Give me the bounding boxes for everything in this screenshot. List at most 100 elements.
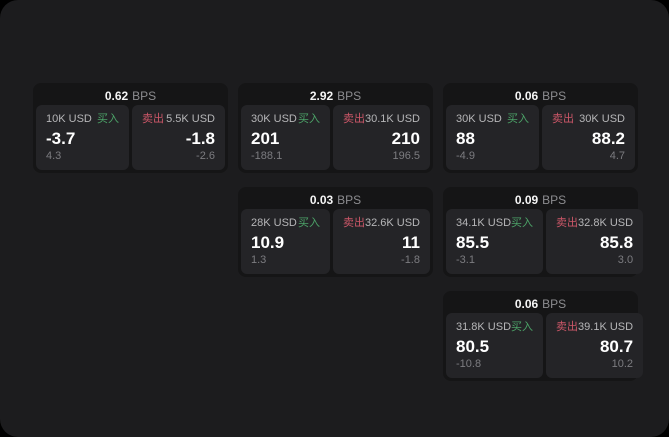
quote-card-body: 34.1K USD 买入 85.5 -3.1 卖出 32.8K USD 85.8… xyxy=(446,209,644,274)
sell-side-label: 卖出 xyxy=(556,217,579,229)
sell-panel[interactable]: 卖出 30.1K USD 210 196.5 xyxy=(332,105,430,170)
quote-card-body: 28K USD 买入 10.9 1.3 卖出 32.6K USD 11 -1.8 xyxy=(241,209,430,274)
quote-card-body: 30K USD 买入 201 -188.1 卖出 30.1K USD 210 1… xyxy=(241,105,430,170)
sell-value: 85.8 xyxy=(599,232,634,252)
quote-card-body: 30K USD 买入 88 -4.9 卖出 30K USD 88.2 4.7 xyxy=(446,105,635,170)
quote-card: 0.03 BPS 28K USD 买入 10.9 1.3 卖出 32.6K US… xyxy=(238,187,433,277)
bps-header: 0.03 BPS xyxy=(241,190,430,209)
buy-amount: 10K USD xyxy=(46,113,92,125)
buy-panel-header: 34.1K USD 买入 xyxy=(456,218,533,229)
sell-value: -1.8 xyxy=(185,128,215,148)
buy-value: 201 xyxy=(251,128,280,148)
bps-unit: BPS xyxy=(542,192,567,207)
bps-unit: BPS xyxy=(542,296,567,311)
sell-side-label: 卖出 xyxy=(552,113,574,125)
quote-card: 0.09 BPS 34.1K USD 买入 85.5 -3.1 卖出 32.8K… xyxy=(443,187,644,277)
bps-value: 2.92 xyxy=(309,88,334,103)
bps-header: 0.06 BPS xyxy=(446,294,635,313)
quotes-grid: 0.62 BPS 10K USD 买入 -3.7 4.3 卖出 5.5K USD… xyxy=(33,83,644,381)
buy-panel-header: 28K USD 买入 xyxy=(251,218,320,229)
quote-card: 0.62 BPS 10K USD 买入 -3.7 4.3 卖出 5.5K USD… xyxy=(33,83,228,173)
buy-value: 10.9 xyxy=(251,232,285,252)
buy-amount: 28K USD xyxy=(251,217,297,229)
buy-side-label: 买入 xyxy=(97,113,119,125)
sell-value: 11 xyxy=(402,232,420,252)
sell-value: 80.7 xyxy=(599,336,634,356)
sell-side-label: 卖出 xyxy=(556,321,579,333)
quote-card: 2.92 BPS 30K USD 买入 201 -188.1 卖出 30.1K … xyxy=(238,83,433,173)
bps-header: 0.09 BPS xyxy=(446,190,635,209)
buy-panel-header: 30K USD 买入 xyxy=(251,114,320,125)
sell-value: 88.2 xyxy=(591,128,625,148)
sell-panel[interactable]: 卖出 39.1K USD 80.7 10.2 xyxy=(546,313,644,378)
quote-card-body: 31.8K USD 买入 80.5 -10.8 卖出 39.1K USD 80.… xyxy=(446,313,644,378)
sell-panel-header: 卖出 5.5K USD xyxy=(142,114,215,125)
buy-side-label: 买入 xyxy=(297,217,320,229)
sell-panel-header: 卖出 39.1K USD xyxy=(556,322,633,333)
buy-amount: 34.1K USD xyxy=(456,217,512,229)
sell-amount: 30K USD xyxy=(579,113,625,125)
buy-panel[interactable]: 30K USD 买入 201 -188.1 xyxy=(241,105,330,170)
buy-panel[interactable]: 31.8K USD 买入 80.5 -10.8 xyxy=(446,313,544,378)
sell-side-label: 卖出 xyxy=(342,217,365,229)
buy-delta: -10.8 xyxy=(456,358,482,370)
bps-value: 0.06 xyxy=(514,296,539,311)
sell-delta: -1.8 xyxy=(401,254,420,266)
sell-panel[interactable]: 卖出 32.8K USD 85.8 3.0 xyxy=(546,209,644,274)
buy-delta: -4.9 xyxy=(456,150,475,162)
buy-panel[interactable]: 10K USD 买入 -3.7 4.3 xyxy=(36,105,129,170)
buy-panel[interactable]: 30K USD 买入 88 -4.9 xyxy=(446,105,539,170)
buy-panel[interactable]: 28K USD 买入 10.9 1.3 xyxy=(241,209,330,274)
quote-card-body: 10K USD 买入 -3.7 4.3 卖出 5.5K USD -1.8 -2.… xyxy=(36,105,225,170)
bps-value: 0.03 xyxy=(309,192,334,207)
bps-value: 0.06 xyxy=(514,88,539,103)
bps-unit: BPS xyxy=(337,88,362,103)
sell-panel[interactable]: 卖出 5.5K USD -1.8 -2.6 xyxy=(132,105,225,170)
buy-panel[interactable]: 34.1K USD 买入 85.5 -3.1 xyxy=(446,209,544,274)
sell-amount: 32.6K USD xyxy=(364,217,420,229)
sell-panel-header: 卖出 30.1K USD xyxy=(343,114,420,125)
bps-header: 2.92 BPS xyxy=(241,86,430,105)
buy-amount: 30K USD xyxy=(251,113,297,125)
buy-side-label: 买入 xyxy=(511,217,534,229)
buy-delta: -188.1 xyxy=(251,150,283,162)
bps-unit: BPS xyxy=(337,192,362,207)
sell-panel-header: 卖出 32.6K USD xyxy=(343,218,420,229)
buy-panel-header: 10K USD 买入 xyxy=(46,114,119,125)
sell-delta: 10.2 xyxy=(611,358,634,370)
buy-value: 85.5 xyxy=(456,232,490,252)
bps-unit: BPS xyxy=(542,88,567,103)
buy-side-label: 买入 xyxy=(507,113,529,125)
sell-amount: 32.8K USD xyxy=(578,217,634,229)
bps-header: 0.62 BPS xyxy=(36,86,225,105)
sell-amount: 5.5K USD xyxy=(166,113,215,125)
sell-side-label: 卖出 xyxy=(142,113,164,125)
buy-side-label: 买入 xyxy=(511,321,534,333)
sell-amount: 30.1K USD xyxy=(364,113,420,125)
sell-panel[interactable]: 卖出 30K USD 88.2 4.7 xyxy=(542,105,635,170)
sell-panel-header: 卖出 30K USD xyxy=(552,114,625,125)
sell-delta: 4.7 xyxy=(609,150,625,162)
buy-delta: 1.3 xyxy=(251,254,267,266)
sell-amount: 39.1K USD xyxy=(578,321,634,333)
sell-panel[interactable]: 卖出 32.6K USD 11 -1.8 xyxy=(332,209,430,274)
bps-header: 0.06 BPS xyxy=(446,86,635,105)
buy-side-label: 买入 xyxy=(297,113,320,125)
bps-value: 0.62 xyxy=(104,88,129,103)
quote-card: 0.06 BPS 31.8K USD 买入 80.5 -10.8 卖出 39.1… xyxy=(443,291,644,381)
buy-value: -3.7 xyxy=(46,128,76,148)
bps-unit: BPS xyxy=(132,88,157,103)
buy-delta: 4.3 xyxy=(46,150,62,162)
buy-panel-header: 31.8K USD 买入 xyxy=(456,322,533,333)
buy-amount: 30K USD xyxy=(456,113,502,125)
buy-amount: 31.8K USD xyxy=(456,321,512,333)
buy-value: 80.5 xyxy=(456,336,490,356)
sell-delta: 3.0 xyxy=(617,254,634,266)
sell-side-label: 卖出 xyxy=(342,113,365,125)
buy-panel-header: 30K USD 买入 xyxy=(456,114,529,125)
sell-panel-header: 卖出 32.8K USD xyxy=(556,218,633,229)
sell-delta: 196.5 xyxy=(392,150,420,162)
sell-value: 210 xyxy=(391,128,420,148)
